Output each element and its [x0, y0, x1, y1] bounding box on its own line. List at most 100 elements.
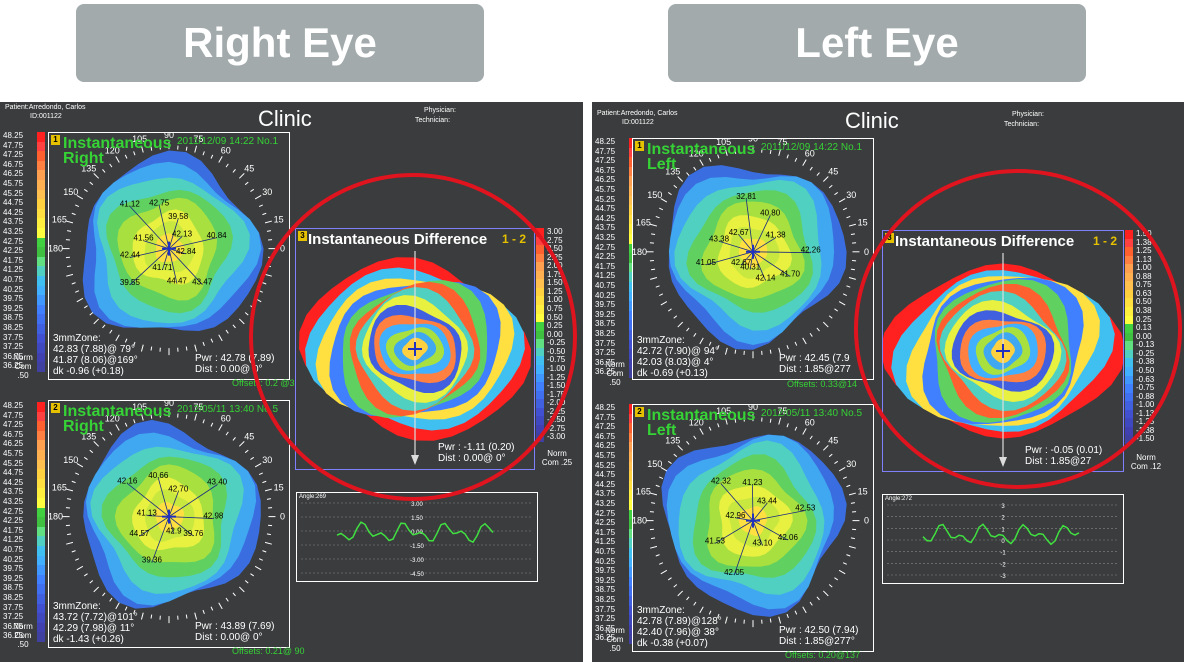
- difference-map[interactable]: 3 Instantaneous Difference 1 - 2 Pwr : -…: [882, 230, 1124, 472]
- angle-tick: [778, 616, 782, 624]
- map-graphic: 90 105 75 120 60 135 45 150 30 165 15 180 0 42.9 39.36…: [49, 401, 285, 624]
- angle-tick: [708, 157, 712, 162]
- scale-value: 40.25: [3, 284, 24, 294]
- power-info: Pwr : 42.45 (7.9 Dist : 1.85@277: [779, 353, 851, 375]
- angle-tick: [838, 466, 846, 472]
- scale-value: 43.25: [3, 227, 24, 236]
- map-value: 42.06: [778, 533, 799, 542]
- diff-scale-value: -1.00: [1136, 400, 1155, 410]
- graph-tick: 0: [1001, 539, 1005, 545]
- angle-tick: [724, 616, 728, 624]
- angle-tick: [699, 606, 704, 614]
- scale-value: 45.75: [595, 451, 616, 460]
- angle-tick: [71, 550, 76, 553]
- angle-tick: [185, 414, 188, 419]
- map-value: 40.31: [740, 262, 761, 271]
- angle-tick: [232, 437, 236, 441]
- angle-tick: [816, 172, 820, 176]
- scale-value: 46.75: [595, 165, 616, 175]
- angle-label: 135: [81, 431, 96, 441]
- patient-name: Patient:Arredondo, Carlos: [5, 104, 86, 111]
- profile-graphic: 3 2 1 0 -1 -2 -3: [887, 504, 1119, 580]
- diff-scale-value: -0.50: [1136, 365, 1155, 375]
- map-title: Instantaneous Right: [63, 403, 172, 435]
- angle-tick: [693, 332, 697, 337]
- angle-tick: [686, 327, 690, 332]
- scale-value: 45.75: [595, 185, 616, 194]
- map-value: 43.44: [757, 496, 778, 505]
- angle-tick: [244, 449, 249, 454]
- angle-tick: [264, 273, 272, 277]
- scale-value: 45.25: [3, 188, 24, 198]
- map-value: 42.44: [120, 250, 141, 259]
- angle-tick: [667, 577, 672, 581]
- meridian-line: [752, 510, 806, 522]
- angle-label: 165: [636, 486, 651, 496]
- meridian-line: [752, 503, 768, 521]
- power-info: Pwr : 43.89 (7.69) Dist : 0.00@ 0°: [195, 621, 275, 643]
- scale-value: 48.25: [3, 401, 24, 410]
- angle-tick: [651, 502, 656, 504]
- angle-tick: [238, 172, 245, 179]
- scale-swatch: [37, 536, 45, 547]
- angle-label: 150: [647, 190, 662, 200]
- angle-label: 150: [63, 455, 78, 465]
- scale-swatch: [37, 180, 45, 191]
- scale-value: 43.75: [595, 223, 616, 233]
- difference-map[interactable]: 3 Instantaneous Difference 1 - 2 Pwr : -…: [295, 228, 535, 470]
- angle-tick: [848, 545, 856, 549]
- topography-map-1[interactable]: 90 105 75 120 60 135 45 150 30 165 15 180 0 42.67 41.0…: [632, 138, 874, 380]
- topography-map-2[interactable]: 90 105 75 120 60 135 45 150 30 165 15 180 0 42.96 42.3…: [632, 404, 874, 652]
- topography-map-1[interactable]: 90 105 75 120 60 135 45 150 30 165 15 180 0 42.84 43.4…: [48, 132, 290, 380]
- angle-tick: [258, 558, 263, 561]
- graph-tick: 2: [1001, 516, 1005, 522]
- angle-tick: [225, 163, 229, 168]
- scale-value: 47.75: [595, 412, 616, 422]
- scale-value: 38.25: [595, 329, 616, 338]
- scale-value: 36.25: [595, 367, 616, 377]
- graph-tick: 3.00: [411, 502, 423, 508]
- angle-tick: [210, 338, 214, 343]
- diff-color-scale: 3.00 2.75 2.50 2.25 2.00 1.75 1.50 1.25 1.00 0.75…: [536, 228, 580, 443]
- angle-tick: [809, 332, 813, 337]
- meridian-line: [151, 516, 170, 563]
- scale-value: 45.25: [3, 458, 24, 468]
- angle-tick: [140, 344, 144, 352]
- scale-value: 36.75: [595, 357, 616, 367]
- angle-tick: [794, 426, 798, 431]
- norm-com-bottom: Norm Com .50: [605, 626, 625, 653]
- scale-value: 43.75: [3, 217, 24, 227]
- angle-label: 105: [132, 402, 147, 412]
- angle-tick: [734, 418, 737, 423]
- scale-swatch: [37, 603, 45, 614]
- angle-tick: [717, 345, 720, 350]
- angle-tick: [717, 154, 720, 159]
- meridian-line: [718, 240, 754, 253]
- angle-tick: [244, 580, 249, 584]
- angle-tick: [66, 488, 74, 492]
- diff-scale-value: -0.75: [1136, 383, 1155, 393]
- topography-map-2[interactable]: 90 105 75 120 60 135 45 150 30 165 15 180 0 42.9 39.36…: [48, 400, 290, 648]
- diff-scale-value: -1.50: [547, 381, 566, 391]
- angle-tick: [699, 159, 704, 166]
- graph-tick: 3: [1001, 504, 1005, 510]
- angle-tick: [66, 273, 74, 277]
- meridian-line: [740, 251, 754, 266]
- angle-tick: [75, 558, 80, 561]
- meridian-line: [720, 483, 754, 521]
- angle-tick: [218, 156, 223, 163]
- angle-tick: [133, 419, 136, 424]
- scale-value: 37.75: [595, 604, 616, 614]
- scale-swatch: [37, 266, 45, 277]
- angle-tick: [254, 297, 262, 303]
- diff-scale-swatch: [1125, 435, 1133, 445]
- scale-swatch: [37, 208, 45, 219]
- scale-value: 47.75: [3, 140, 24, 150]
- scale-value: 47.25: [3, 150, 24, 160]
- angle-tick: [786, 423, 789, 428]
- diff-scale-value: 2.50: [547, 244, 563, 254]
- scale-value: 39.75: [595, 300, 616, 310]
- meridian-line: [158, 205, 170, 249]
- angle-tick: [842, 293, 847, 296]
- map-badge: 2: [51, 403, 60, 413]
